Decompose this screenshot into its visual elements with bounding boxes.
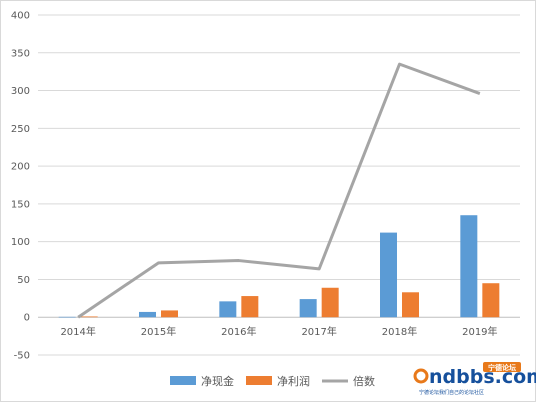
y-tick-label: 250 [11,124,30,135]
x-axis-ticks: 2014年 2015年 2016年 2017年 2018年 2019年 [60,325,497,338]
legend-label: 净利润 [277,374,310,388]
watermark-badge: 宁德论坛 [488,363,516,372]
gridlines [38,14,520,356]
y-tick-label: 50 [17,275,30,286]
legend-label: 倍数 [353,374,375,388]
bar-net-profit [402,292,419,318]
line-series [77,62,481,319]
y-tick-label: 350 [11,48,30,59]
bar-net-profit [80,316,98,318]
legend-label: 净现金 [201,374,234,388]
x-tick-label: 2017年 [301,325,336,338]
y-tick-label: 200 [11,162,30,173]
watermark-ring-icon [413,368,429,384]
bar-net-profit [241,296,259,318]
bar-net-cash [58,316,76,318]
bar-net-profit [321,287,339,318]
bar-net-cash [219,301,237,318]
y-tick-label: 100 [11,237,30,248]
bar-net-cash [139,311,156,318]
legend-swatch [170,376,196,385]
watermark-badge-bg [483,362,521,372]
legend-swatch [246,376,272,385]
x-tick-label: 2015年 [141,325,176,338]
bar-net-cash [380,232,397,318]
y-axis-ticks: -50 0 50 100 150 200 250 300 350 400 [11,11,30,362]
x-tick-label: 2018年 [382,325,417,338]
bar-net-cash [460,215,478,318]
watermark-tagline: 宁德论坛我们自己的论坛社区 [419,389,484,396]
bar-net-profit [161,310,178,318]
y-tick-label: 400 [11,11,30,22]
y-tick-label: -50 [14,351,30,362]
watermark-logo: ndbbs.com 宁德论坛 宁德论坛我们自己的论坛社区 [413,362,536,396]
bar-series [58,215,500,318]
y-tick-label: 0 [24,313,30,324]
bar-net-cash [299,299,317,318]
bar-net-profit [482,283,500,318]
y-tick-label: 300 [11,86,30,97]
line-multiple [77,62,481,319]
x-tick-label: 2016年 [221,325,256,338]
legend: 净现金 净利润 倍数 [170,374,375,388]
x-tick-label: 2019年 [462,325,497,338]
y-tick-label: 150 [11,199,30,210]
x-tick-label: 2014年 [60,325,95,338]
